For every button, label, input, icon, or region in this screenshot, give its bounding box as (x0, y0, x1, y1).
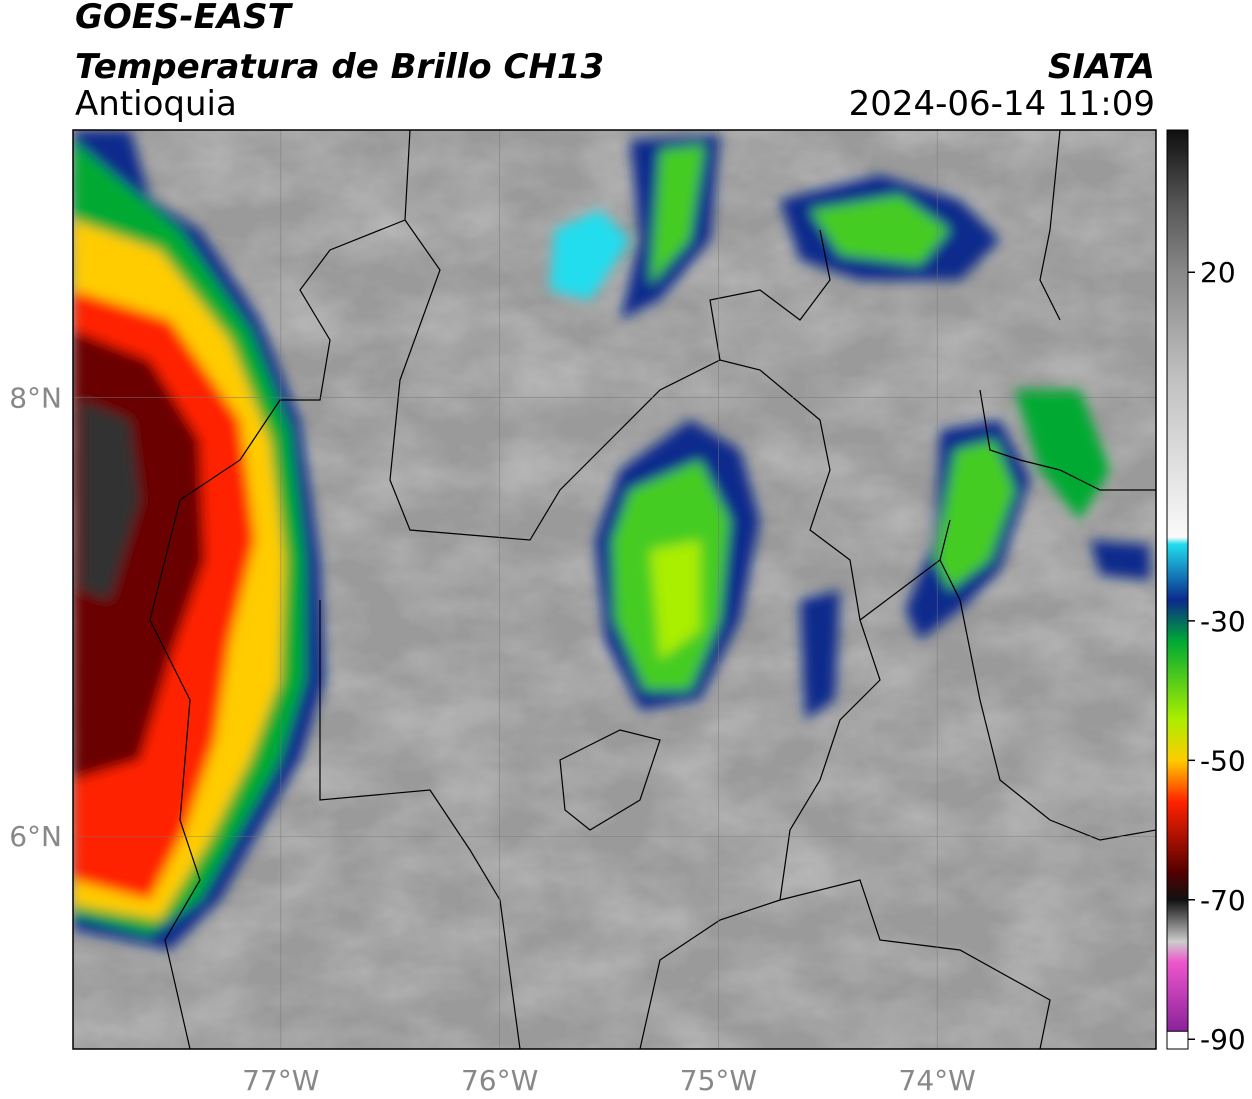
x-tick-label: 75°W (680, 1064, 757, 1097)
y-tick-label: 8°N (9, 382, 62, 415)
storm-cells (73, 130, 1150, 950)
colorbar-tick-label: 20 (1200, 256, 1236, 289)
graticule (73, 130, 1156, 1049)
map-frame (72, 129, 1157, 1050)
colorbar (1166, 129, 1189, 1050)
subtitle: Temperatura de Brillo CH13 (75, 47, 604, 87)
colorbar-tick-label: -90 (1200, 1023, 1246, 1056)
borders (149, 130, 1156, 1049)
x-tick-label: 77°W (242, 1064, 319, 1097)
colorbar-tick-label: -50 (1200, 744, 1246, 777)
x-tick-label: 76°W (461, 1064, 538, 1097)
title: GOES-EAST (75, 0, 294, 37)
colorbar-under (1166, 1030, 1189, 1050)
y-tick-label: 6°N (9, 820, 62, 853)
colorbar-tick-label: -30 (1200, 605, 1246, 638)
agency: SIATA (1048, 47, 1155, 87)
timestamp: 2024-06-14 11:09 (849, 84, 1155, 124)
colorbar-tick-label: -70 (1200, 884, 1246, 917)
region: Antioquia (75, 84, 237, 124)
x-tick-label: 74°W (899, 1064, 976, 1097)
map-image (73, 130, 1156, 1049)
